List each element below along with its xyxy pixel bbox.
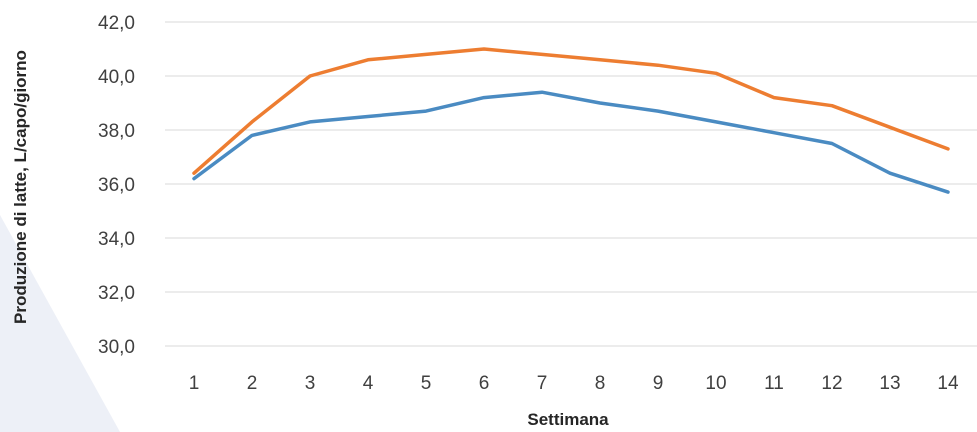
- x-tick-label: 12: [821, 373, 842, 394]
- x-tick-label: 8: [595, 373, 606, 394]
- x-tick-label: 13: [879, 373, 900, 394]
- x-axis-tick-labels: 1 2 3 4 5 6 7 8 9 10 11 12 13 14: [189, 373, 959, 394]
- x-tick-label: 2: [247, 373, 258, 394]
- background-decoration: [0, 215, 120, 432]
- y-axis-title: Produzione di latte, L/capo/giorno: [11, 50, 30, 324]
- x-tick-label: 5: [421, 373, 432, 394]
- x-tick-label: 3: [305, 373, 316, 394]
- x-axis-title: Settimana: [527, 410, 609, 429]
- x-tick-label: 1: [189, 373, 200, 394]
- series-lines: [192, 47, 950, 194]
- y-tick-label: 38,0: [98, 121, 135, 142]
- x-tick-label: 9: [653, 373, 664, 394]
- series-line-1: [192, 47, 950, 175]
- y-tick-label: 36,0: [98, 175, 135, 196]
- x-tick-label: 6: [479, 373, 490, 394]
- x-tick-label: 10: [705, 373, 726, 394]
- y-tick-label: 40,0: [98, 67, 135, 88]
- y-axis-tick-labels: 30,0 32,0 34,0 36,0 38,0 40,0 42,0: [98, 13, 135, 358]
- x-tick-label: 7: [537, 373, 548, 394]
- x-tick-label: 4: [363, 373, 374, 394]
- x-tick-label: 11: [764, 373, 784, 394]
- gridlines: [165, 21, 977, 347]
- series-line-2: [192, 90, 950, 194]
- x-tick-label: 14: [937, 373, 959, 394]
- y-tick-label: 30,0: [98, 337, 135, 358]
- y-tick-label: 32,0: [98, 283, 135, 304]
- y-tick-label: 42,0: [98, 13, 135, 34]
- y-tick-label: 34,0: [98, 229, 135, 250]
